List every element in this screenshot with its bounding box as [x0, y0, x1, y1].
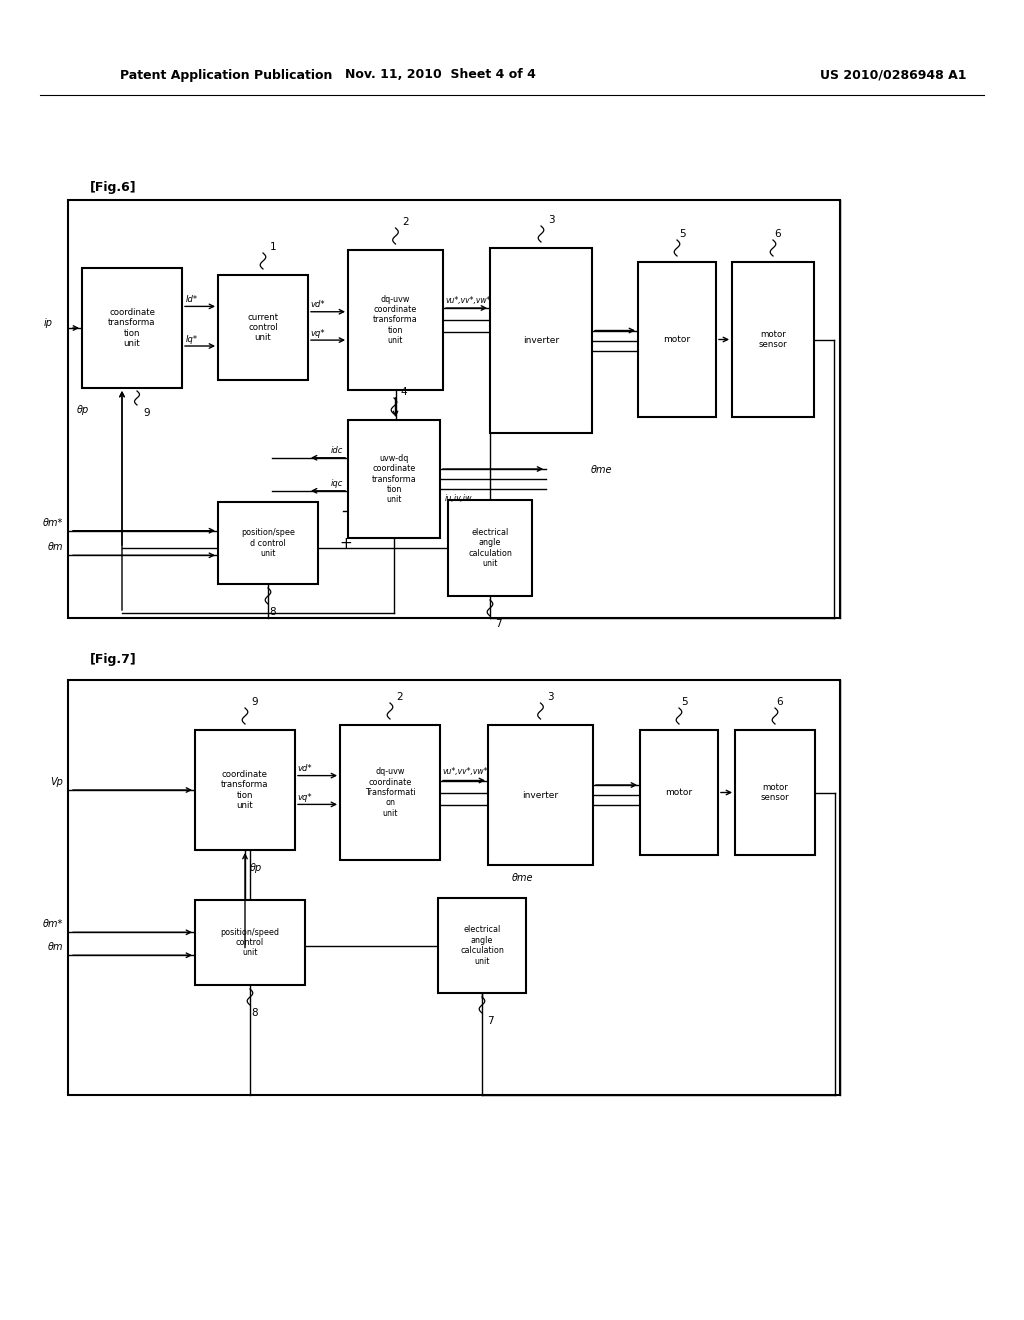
- Text: 7: 7: [486, 1016, 494, 1026]
- Text: US 2010/0286948 A1: US 2010/0286948 A1: [820, 69, 967, 82]
- Text: 3: 3: [548, 215, 554, 224]
- Text: 2: 2: [402, 216, 409, 227]
- Bar: [340, 725, 440, 861]
- Bar: [68, 680, 840, 1096]
- Text: uvw-dq
coordinate
transforma
tion
unit: uvw-dq coordinate transforma tion unit: [372, 454, 417, 504]
- Text: 5: 5: [679, 228, 685, 239]
- Text: motor
sensor: motor sensor: [759, 330, 787, 350]
- Bar: [82, 268, 182, 388]
- Bar: [195, 730, 295, 850]
- Text: coordinate
transforma
tion
unit: coordinate transforma tion unit: [109, 308, 156, 348]
- Text: Iq*: Iq*: [186, 334, 198, 343]
- Bar: [638, 261, 716, 417]
- Bar: [348, 420, 440, 539]
- Text: iu,iv,iw: iu,iv,iw: [445, 495, 472, 503]
- Bar: [732, 261, 814, 417]
- Text: motor: motor: [664, 335, 690, 345]
- Text: 5: 5: [681, 697, 687, 708]
- Text: electrical
angle
calculation
unit: electrical angle calculation unit: [468, 528, 512, 568]
- Text: Nov. 11, 2010  Sheet 4 of 4: Nov. 11, 2010 Sheet 4 of 4: [344, 69, 536, 82]
- Text: Patent Application Publication: Patent Application Publication: [120, 69, 333, 82]
- Text: Id*: Id*: [186, 294, 198, 304]
- Text: iqc: iqc: [331, 479, 343, 488]
- Bar: [488, 725, 593, 865]
- Text: Vp: Vp: [50, 777, 63, 787]
- Text: motor
sensor: motor sensor: [761, 783, 790, 803]
- Text: vd*: vd*: [310, 300, 325, 309]
- Bar: [640, 730, 718, 855]
- Bar: [218, 502, 318, 583]
- Text: vd*: vd*: [297, 764, 311, 774]
- Text: +: +: [340, 536, 352, 550]
- Text: 9: 9: [252, 697, 258, 708]
- Text: position/speed
control
unit: position/speed control unit: [220, 928, 280, 957]
- Text: 8: 8: [252, 1008, 258, 1018]
- Text: motor: motor: [666, 788, 692, 797]
- Text: vq*: vq*: [297, 793, 311, 801]
- Text: 6: 6: [775, 228, 781, 239]
- Text: electrical
angle
calculation
unit: electrical angle calculation unit: [460, 925, 504, 966]
- Text: 1: 1: [269, 242, 276, 252]
- Text: vu*,vv*,vw*: vu*,vv*,vw*: [445, 296, 490, 305]
- Text: current
control
unit: current control unit: [248, 313, 279, 342]
- Bar: [735, 730, 815, 855]
- Text: θme: θme: [591, 465, 612, 475]
- Text: θme: θme: [512, 873, 534, 883]
- Text: θp: θp: [77, 405, 89, 414]
- Text: 9: 9: [143, 408, 151, 418]
- Text: [Fig.6]: [Fig.6]: [90, 181, 136, 194]
- Bar: [449, 500, 532, 597]
- Text: vu*,vv*,vw*: vu*,vv*,vw*: [442, 767, 487, 776]
- Text: θp: θp: [250, 863, 262, 873]
- Bar: [195, 900, 305, 985]
- Bar: [438, 898, 526, 993]
- Text: 6: 6: [776, 697, 783, 708]
- Text: ip: ip: [44, 318, 53, 327]
- Text: 2: 2: [396, 692, 403, 702]
- Text: position/spee
d control
unit: position/spee d control unit: [241, 528, 295, 558]
- Text: 8: 8: [269, 607, 276, 616]
- Text: [Fig.7]: [Fig.7]: [90, 653, 137, 667]
- Text: θm: θm: [47, 543, 63, 552]
- Text: coordinate
transforma
tion
unit: coordinate transforma tion unit: [221, 770, 268, 810]
- Text: 7: 7: [495, 619, 502, 630]
- Bar: [490, 248, 592, 433]
- Text: θm: θm: [47, 942, 63, 952]
- Text: 3: 3: [547, 692, 554, 702]
- Text: dq-uvw
coordinate
Transformati
on
unit: dq-uvw coordinate Transformati on unit: [365, 767, 416, 818]
- Bar: [348, 249, 443, 389]
- Text: dq-uvw
coordinate
transforma
tion
unit: dq-uvw coordinate transforma tion unit: [373, 294, 418, 346]
- Text: idc: idc: [331, 446, 343, 455]
- Text: 4: 4: [400, 387, 408, 397]
- Bar: [68, 201, 840, 618]
- Text: inverter: inverter: [523, 337, 559, 345]
- Bar: [218, 275, 308, 380]
- Text: θm*: θm*: [43, 919, 63, 929]
- Text: vq*: vq*: [310, 329, 325, 338]
- Text: inverter: inverter: [522, 791, 558, 800]
- Text: θm*: θm*: [43, 517, 63, 528]
